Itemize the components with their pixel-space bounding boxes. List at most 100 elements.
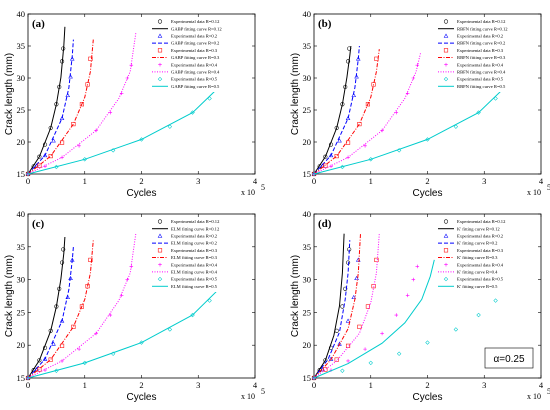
data-point [357, 324, 362, 329]
legend-entry: RBFN fitting curve R=0.4 [457, 70, 506, 75]
data-point [334, 154, 339, 159]
y-tick-label: 15 [17, 373, 26, 383]
y-tick-label: 20 [17, 137, 26, 147]
legend-entry: Experimental data R=0.12 [171, 219, 220, 224]
legend-swatch-marker [443, 33, 449, 38]
x-tick-label: 1 [83, 176, 87, 186]
legend-entry: RBFN fitting curve R=0.5 [457, 84, 506, 89]
data-point [167, 124, 173, 129]
legend-entry: RBFN fitting curve R=0.2 [457, 41, 506, 46]
legend-entry: ELM fitting curve R=0.3 [171, 255, 218, 260]
y-axis-label: Crack length (mm) [4, 53, 15, 135]
data-point [71, 122, 76, 127]
data-point [363, 347, 367, 351]
legend-swatch-marker [443, 248, 449, 253]
fit-curve [27, 240, 94, 379]
y-tick-label: 15 [17, 169, 26, 179]
legend-box [149, 217, 251, 292]
legend-entry: K' fitting curve R=0.2 [457, 241, 498, 246]
legend-entry: Experimental data R=0.12 [171, 19, 220, 24]
legend-entry: RBFN fitting curve R=0.3 [457, 55, 506, 60]
data-point [59, 260, 65, 265]
legend-entry: Experimental data R=0.5 [171, 77, 218, 82]
data-point [42, 356, 48, 361]
data-point [405, 293, 410, 298]
data-point [37, 163, 42, 168]
y-tick-label: 35 [17, 242, 26, 252]
x-tick-label: 3 [196, 380, 200, 390]
data-point [51, 138, 56, 143]
x-tick-label: 0 [26, 380, 30, 390]
legend-swatch-marker [443, 276, 449, 282]
chart-panel: 15 20 25 30 35 40 0 1 2 3 4 Cycles Crack length (mm)… [290, 9, 550, 199]
data-point [77, 347, 81, 351]
x-tick-label: 3 [482, 380, 486, 390]
legend-swatch-marker [443, 233, 449, 238]
legend-entry: GABP fitting curve R=0.12 [171, 26, 222, 31]
legend-swatch-marker [157, 248, 163, 253]
legend-entry: Experimental data R=0.4 [171, 62, 218, 67]
x-axis-label: Cycles [412, 392, 442, 403]
data-point [380, 128, 384, 133]
fit-curve [27, 39, 74, 175]
panel-label: (d) [318, 218, 332, 230]
data-point [345, 59, 351, 64]
x-tick-label: 1 [369, 176, 373, 186]
legend: Experimental data R=0.12 K' fitting curve… [435, 217, 537, 292]
data-point [94, 331, 98, 336]
legend-box [435, 17, 537, 92]
legend-entry: Experimental data R=0.3 [457, 248, 504, 253]
legend-swatch-marker [157, 19, 163, 24]
legend-swatch-marker [443, 219, 449, 224]
legend-entry: Experimental data R=0.2 [171, 234, 218, 239]
legend-entry: Experimental data R=0.5 [457, 277, 504, 282]
y-tick-label: 30 [303, 275, 312, 285]
fit-curve [27, 39, 94, 175]
legend: Experimental data R=0.12 RBFN fitting cur… [435, 17, 537, 92]
x-tick-label: 2 [139, 380, 143, 390]
data-point [345, 318, 351, 323]
legend-entry: Experimental data R=0.3 [171, 48, 218, 53]
data-point [345, 260, 351, 265]
legend-entry: GABP fitting curve R=0.3 [171, 55, 220, 60]
legend-entry: Experimental data R=0.3 [457, 48, 504, 53]
panel-label: (a) [32, 18, 45, 30]
data-point [59, 318, 65, 323]
data-point [343, 286, 348, 291]
x-exponent-power: 5 [261, 183, 265, 192]
legend-box [435, 217, 537, 292]
y-tick-label: 35 [303, 41, 312, 51]
data-point [68, 275, 73, 281]
data-point [368, 360, 373, 366]
data-point [129, 63, 134, 67]
data-point [337, 138, 342, 143]
data-point [37, 367, 42, 372]
legend-entry: GABP fitting curve R=0.4 [171, 70, 220, 75]
data-point [323, 367, 328, 372]
legend-entry: K' fitting curve R=0.4 [457, 270, 498, 275]
y-tick-label: 40 [17, 209, 26, 219]
y-axis-label: Crack length (mm) [4, 255, 15, 337]
legend-swatch-marker [443, 48, 449, 53]
fit-curve [313, 45, 352, 175]
data-point [394, 313, 399, 317]
legend-swatch-marker [157, 76, 163, 82]
data-point [167, 327, 173, 332]
data-point [59, 140, 65, 145]
y-tick-label: 25 [17, 105, 26, 115]
fit-curve [27, 246, 74, 379]
x-tick-label: 0 [312, 380, 316, 390]
data-point [346, 359, 350, 363]
legend-swatch-marker [158, 262, 162, 267]
data-point [365, 102, 370, 107]
legend-swatch-marker [157, 33, 163, 38]
legend-swatch-marker [443, 19, 449, 24]
legend-swatch-marker [157, 276, 163, 282]
fit-curve [27, 236, 66, 379]
data-point [453, 124, 459, 129]
y-tick-label: 25 [303, 105, 312, 115]
legend: Experimental data R=0.12 GABP fitting cur… [149, 17, 251, 92]
data-point [59, 115, 65, 121]
y-tick-label: 20 [303, 340, 312, 350]
fit-curve [313, 45, 360, 175]
